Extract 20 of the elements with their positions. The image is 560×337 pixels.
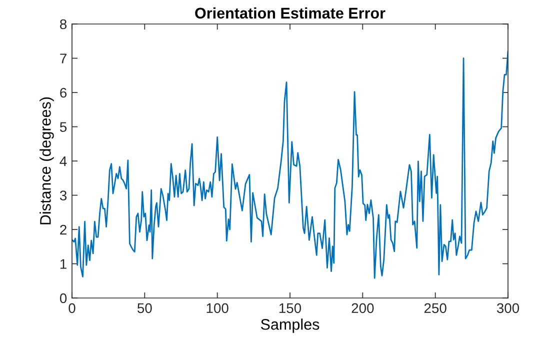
x-tick-label: 300 [496,303,520,314]
y-tick-label: 7 [60,54,66,64]
y-tick-label: 6 [60,88,67,98]
y-tick-label: 4 [60,156,67,166]
y-tick-label: 2 [60,224,66,235]
y-tick-label: 3 [60,190,67,200]
x-tick-label: 200 [352,303,374,314]
chart-title: Orientation Estimate Error [195,7,386,19]
x-tick-label: 0 [68,303,76,314]
x-axis-title: Samples [260,318,320,333]
x-tick-label: 50 [138,303,152,314]
x-tick-label: 150 [279,303,302,314]
y-tick-label: 0 [60,293,67,304]
y-axis-title: Distance (degrees) [40,97,54,224]
y-tick-label: 5 [60,122,67,132]
x-tick-label: 100 [206,303,228,314]
line-series [72,50,508,279]
x-tick-label: 250 [424,303,446,314]
y-tick-label: 1 [60,259,66,269]
y-tick-label: 8 [60,19,67,30]
